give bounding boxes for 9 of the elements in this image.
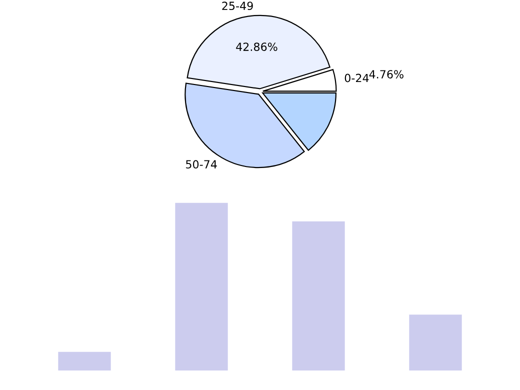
bar (409, 314, 462, 370)
data-label: 4.76% (369, 70, 404, 78)
slice-label: 25-49 (222, 2, 253, 10)
data-label: 42.86% (236, 42, 278, 52)
slice-label: 50-74 (186, 160, 217, 169)
slice-label: 0-24 (344, 74, 369, 82)
bar (292, 221, 345, 370)
bar (175, 202, 228, 370)
bar (58, 352, 111, 370)
